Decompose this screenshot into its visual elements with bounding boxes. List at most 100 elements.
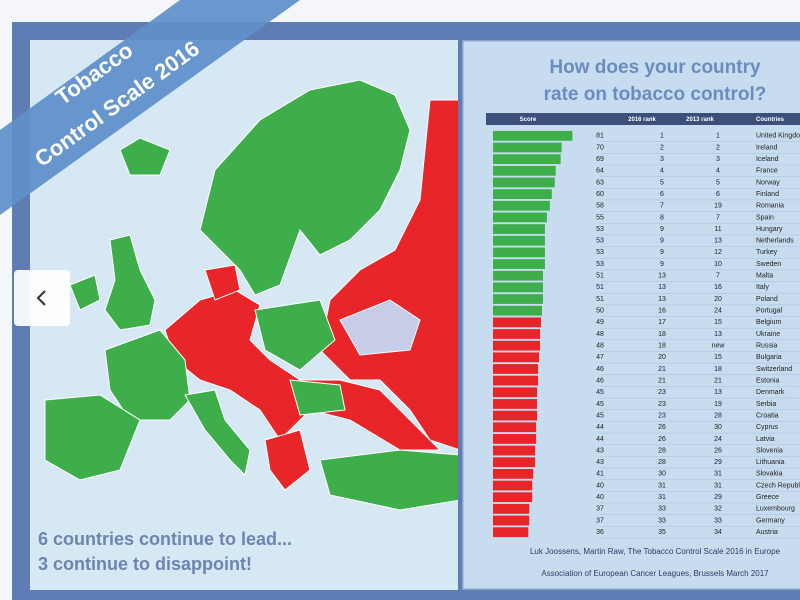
rank-2013: 4 <box>716 168 720 175</box>
table-header <box>486 113 800 125</box>
column-header: Countries <box>756 117 785 123</box>
country: Bulgaria <box>756 354 782 361</box>
denmark <box>204 264 241 301</box>
country: Cyprus <box>756 424 779 431</box>
caption: 6 countries continue to lead... <box>38 529 292 549</box>
rank-2013: 29 <box>714 494 722 501</box>
rank-2016: 16 <box>658 308 666 315</box>
carousel-prev[interactable] <box>14 270 70 326</box>
france <box>104 329 191 421</box>
score-bar <box>493 294 543 304</box>
rank-2013: 19 <box>714 203 722 210</box>
rank-2016: 23 <box>658 389 666 396</box>
score: 44 <box>596 436 604 443</box>
country: Estonia <box>756 377 779 384</box>
rank-2013: 13 <box>714 238 722 245</box>
source: Association of European Cancer Leagues, … <box>541 569 769 578</box>
country: Switzerland <box>756 366 792 373</box>
country: Turkey <box>756 249 778 256</box>
rank-2016: 23 <box>658 412 666 419</box>
score: 43 <box>596 447 604 454</box>
score: 53 <box>596 261 604 268</box>
score: 40 <box>596 482 604 489</box>
rank-2013: 7 <box>716 214 720 221</box>
rank-2016: 18 <box>658 331 666 338</box>
chevron-icon[interactable] <box>36 290 46 306</box>
country: Hungary <box>756 226 783 233</box>
greece <box>264 429 311 491</box>
rank-2013: 3 <box>716 156 720 163</box>
rank-2013: 19 <box>714 401 722 408</box>
score-bar <box>493 340 541 351</box>
carousel-button[interactable] <box>14 270 70 326</box>
score: 48 <box>596 343 604 350</box>
score: 37 <box>596 506 604 513</box>
score-bar <box>493 445 536 456</box>
rank-2013: 1 <box>716 133 720 140</box>
rank-2016: 21 <box>658 377 666 384</box>
score-bar <box>493 154 561 165</box>
russia <box>319 99 458 450</box>
score: 53 <box>596 226 604 233</box>
rank-2016: 33 <box>658 517 666 524</box>
rank-2013: 15 <box>714 319 722 326</box>
rank-2013: 31 <box>714 482 722 489</box>
rank-2013: 33 <box>714 517 722 524</box>
country: Slovenia <box>756 447 783 454</box>
country: France <box>756 168 778 175</box>
score: 64 <box>596 168 604 175</box>
banner-band <box>0 0 300 215</box>
poland <box>254 299 336 371</box>
score: 53 <box>596 249 604 256</box>
score-bar <box>493 130 573 141</box>
score: 81 <box>596 133 604 140</box>
country: Portugal <box>756 308 783 315</box>
country: Germany <box>756 517 785 524</box>
score-bar <box>493 492 533 503</box>
rank-2013: 13 <box>714 331 722 338</box>
rank-2013: 5 <box>716 179 720 186</box>
country: Slovakia <box>756 471 783 478</box>
country: Iceland <box>756 156 779 163</box>
score-bar <box>493 410 538 421</box>
score-bar <box>493 352 540 363</box>
score: 69 <box>596 156 604 163</box>
score-bar <box>493 399 538 409</box>
column-header: 2016 rank <box>628 117 656 123</box>
country: Malta <box>756 273 773 280</box>
romania <box>289 379 346 416</box>
rank-2016: 13 <box>658 296 666 303</box>
score-bar <box>493 317 542 328</box>
rank-2013: 30 <box>714 424 722 431</box>
rank-2016: 9 <box>660 238 664 245</box>
rank-2013: 32 <box>714 506 722 513</box>
score: 48 <box>596 331 604 338</box>
score-bar <box>493 247 545 258</box>
score: 63 <box>596 179 604 186</box>
column-header: 2013 rank <box>686 117 714 123</box>
rank-2016: 26 <box>658 424 666 431</box>
ireland <box>69 274 101 311</box>
score-bar <box>493 165 556 176</box>
score: 43 <box>596 459 604 466</box>
rank-2013: 15 <box>714 354 722 361</box>
rank-2016: 31 <box>658 482 666 489</box>
rank-2016: 28 <box>658 447 666 454</box>
score: 45 <box>596 401 604 408</box>
score: 49 <box>596 319 604 326</box>
score-bar <box>493 235 545 246</box>
score-bar <box>493 224 545 234</box>
score-bar <box>493 305 542 316</box>
country: Austria <box>756 529 778 536</box>
country: Poland <box>756 296 778 303</box>
rank-2016: 13 <box>658 273 666 280</box>
rank-2016: 9 <box>660 226 664 233</box>
rank-2016: 20 <box>658 354 666 361</box>
country: Croatia <box>756 412 779 419</box>
country: Netherlands <box>756 238 794 245</box>
score: 37 <box>596 517 604 524</box>
rank-2016: 3 <box>660 156 664 163</box>
rank-2013: 34 <box>714 529 722 536</box>
score-bar <box>493 503 530 514</box>
score: 70 <box>596 144 604 151</box>
